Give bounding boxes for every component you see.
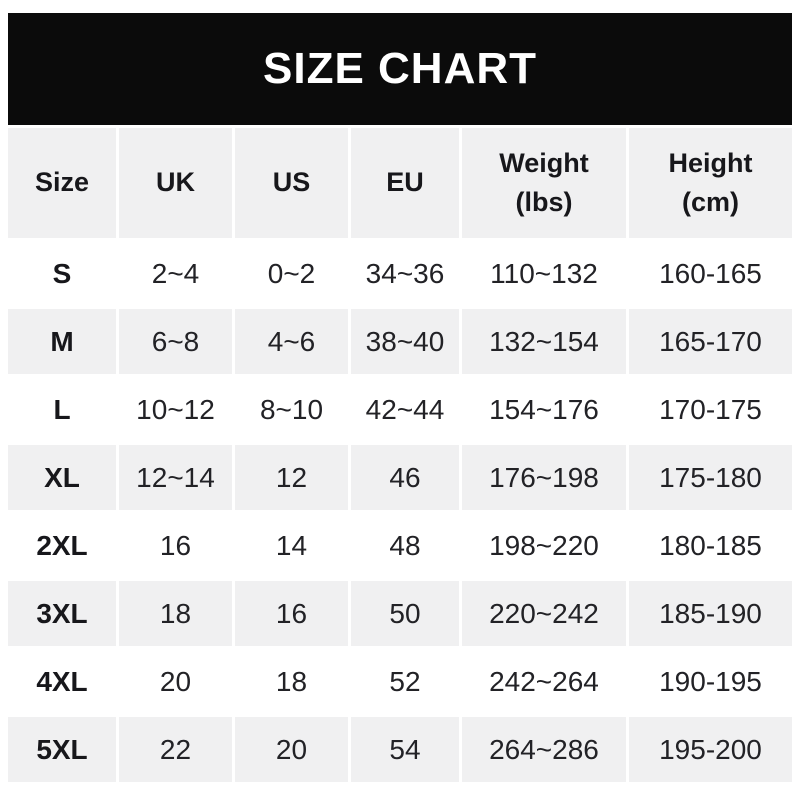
data-cell: 52 [351,649,459,714]
data-cell: 198~220 [462,513,626,578]
data-cell: 176~198 [462,445,626,510]
data-cell: 16 [119,513,232,578]
column-header-unit: (cm) [681,187,739,217]
column-header-us: US [235,128,348,238]
data-cell: 264~286 [462,717,626,782]
data-cell: 42~44 [351,377,459,442]
data-cell: 14 [235,513,348,578]
data-cell: 220~242 [462,581,626,646]
column-header-label: EU [386,167,424,198]
data-cell: 170-175 [629,377,792,442]
size-cell: L [8,377,116,442]
column-header-label: Size [34,167,90,198]
column-header-unit: (lbs) [515,187,573,217]
size-cell: S [8,241,116,306]
data-cell: 12~14 [119,445,232,510]
data-cell: 46 [351,445,459,510]
data-cell: 6~8 [119,309,232,374]
size-cell: 5XL [8,717,116,782]
data-cell: 48 [351,513,459,578]
data-cell: 10~12 [119,377,232,442]
data-cell: 185-190 [629,581,792,646]
data-cell: 0~2 [235,241,348,306]
data-cell: 132~154 [462,309,626,374]
data-cell: 4~6 [235,309,348,374]
size-cell: 3XL [8,581,116,646]
column-header-size: Size [8,128,116,238]
size-cell: 4XL [8,649,116,714]
data-cell: 110~132 [462,241,626,306]
data-cell: 165-170 [629,309,792,374]
size-table: Size UK US EU Weight (lbs) Height (cm) S… [8,128,792,782]
column-header-label: US [272,167,311,198]
data-cell: 22 [119,717,232,782]
data-cell: 34~36 [351,241,459,306]
column-header-eu: EU [351,128,459,238]
column-header-height: Height (cm) [629,128,792,238]
data-cell: 180-185 [629,513,792,578]
data-cell: 38~40 [351,309,459,374]
size-chart-banner: SIZE CHART [8,13,792,125]
data-cell: 18 [119,581,232,646]
data-cell: 160-165 [629,241,792,306]
column-header-uk: UK [119,128,232,238]
data-cell: 16 [235,581,348,646]
data-cell: 50 [351,581,459,646]
column-header-label: UK [156,167,195,198]
data-cell: 195-200 [629,717,792,782]
size-cell: 2XL [8,513,116,578]
size-cell: M [8,309,116,374]
data-cell: 8~10 [235,377,348,442]
data-cell: 54 [351,717,459,782]
column-header-label: Weight [499,147,589,178]
page-title: SIZE CHART [263,44,537,93]
size-cell: XL [8,445,116,510]
data-cell: 154~176 [462,377,626,442]
data-cell: 175-180 [629,445,792,510]
column-header-label: Height [668,147,753,178]
data-cell: 20 [235,717,348,782]
data-cell: 190-195 [629,649,792,714]
data-cell: 242~264 [462,649,626,714]
data-cell: 18 [235,649,348,714]
data-cell: 2~4 [119,241,232,306]
size-chart-page: SIZE CHART Size UK US EU Weight (lbs) He… [0,13,800,800]
column-header-weight: Weight (lbs) [462,128,626,238]
data-cell: 20 [119,649,232,714]
data-cell: 12 [235,445,348,510]
